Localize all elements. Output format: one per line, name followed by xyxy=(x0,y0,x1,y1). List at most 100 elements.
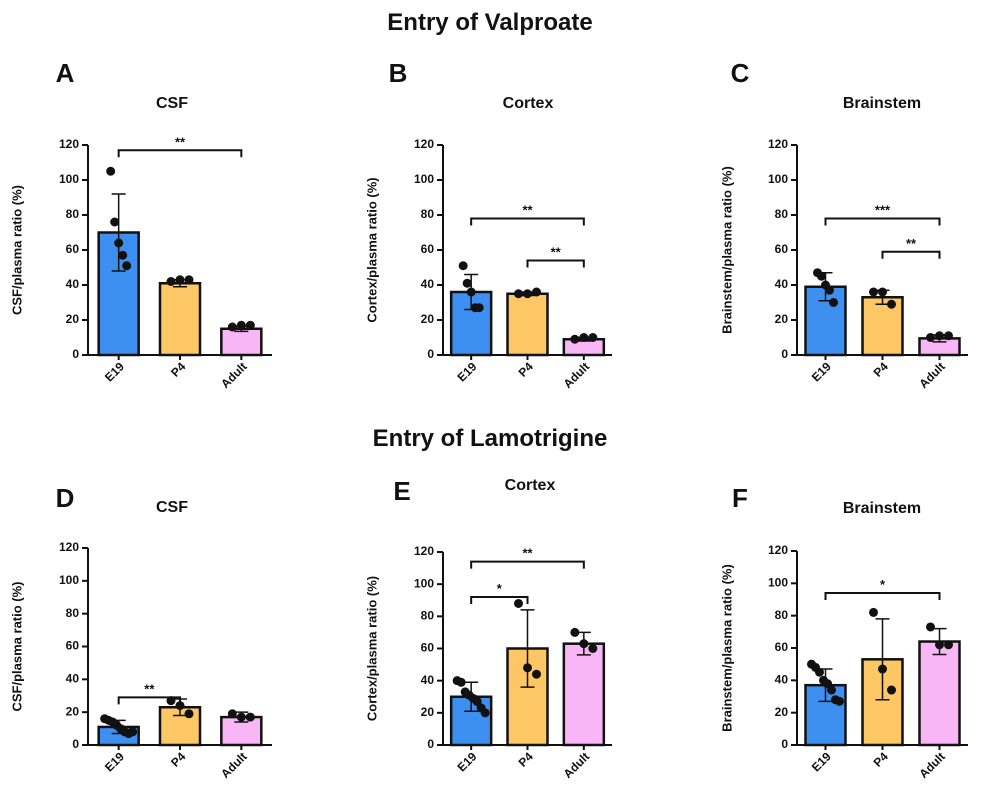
bar xyxy=(861,296,904,357)
y-tick-label: 120 xyxy=(59,540,79,554)
panel-label: A xyxy=(56,58,75,88)
section-heading: Entry of Valproate xyxy=(387,9,592,36)
significance-label: *** xyxy=(875,203,891,218)
y-tick-label: 100 xyxy=(414,172,434,186)
data-point xyxy=(114,238,124,248)
x-tick-label: Adult xyxy=(561,359,593,391)
data-point xyxy=(532,287,541,297)
y-tick-label: 40 xyxy=(775,673,789,687)
data-point xyxy=(458,261,468,271)
data-point xyxy=(227,322,237,332)
significance-label: ** xyxy=(522,203,533,218)
y-tick-label: 60 xyxy=(421,641,435,655)
data-point xyxy=(815,667,824,677)
significance-bracket xyxy=(470,596,529,605)
data-point xyxy=(523,663,532,673)
data-point xyxy=(817,271,826,281)
data-point xyxy=(887,685,896,695)
y-tick-label: 60 xyxy=(66,242,80,256)
x-tick-label: P4 xyxy=(871,749,892,770)
x-tick-label: P4 xyxy=(168,749,189,770)
x-tick-label: Adult xyxy=(218,749,250,781)
data-point xyxy=(245,712,255,722)
chart-title: Cortex xyxy=(503,95,554,112)
y-tick-label: 80 xyxy=(66,207,80,221)
y-axis-label: Cortex/plasma ratio (%) xyxy=(364,576,379,721)
significance-bracket xyxy=(881,250,941,259)
y-tick-label: 0 xyxy=(72,737,79,751)
y-tick-label: 40 xyxy=(421,277,435,291)
panel-label: F xyxy=(732,483,748,513)
axes xyxy=(87,548,272,746)
data-point xyxy=(227,709,237,719)
x-tick-label: E19 xyxy=(455,359,480,384)
data-point xyxy=(184,275,194,285)
data-point xyxy=(128,727,138,737)
x-tick-label: P4 xyxy=(516,359,537,380)
error-bar xyxy=(111,193,126,272)
x-tick-label: E19 xyxy=(102,359,127,384)
axes xyxy=(796,145,968,356)
axes xyxy=(442,145,612,356)
y-tick-label: 20 xyxy=(421,705,435,719)
y-tick-label: 80 xyxy=(775,608,789,622)
y-tick-label: 20 xyxy=(775,705,789,719)
data-point xyxy=(474,303,484,313)
y-tick-label: 80 xyxy=(775,207,789,221)
data-point xyxy=(514,598,523,608)
data-point xyxy=(869,287,878,297)
significance-bracket xyxy=(117,696,181,705)
data-point xyxy=(236,712,246,722)
data-point xyxy=(118,250,128,260)
data-point xyxy=(944,331,953,341)
y-tick-label: 120 xyxy=(59,137,79,151)
x-tick-label: Adult xyxy=(916,359,948,391)
y-tick-label: 20 xyxy=(775,312,789,326)
data-point xyxy=(823,679,832,689)
y-tick-label: 60 xyxy=(775,640,789,654)
data-point xyxy=(466,287,476,297)
y-tick-label: 0 xyxy=(427,737,434,751)
x-tick-label: E19 xyxy=(809,749,834,774)
bar xyxy=(506,292,549,357)
data-point xyxy=(532,669,541,679)
significance-bracket xyxy=(470,560,585,569)
axes xyxy=(442,552,612,746)
significance-bracket xyxy=(470,217,585,226)
data-point xyxy=(588,644,598,653)
chart-title: CSF xyxy=(156,499,188,516)
data-point xyxy=(825,285,834,295)
significance-bracket xyxy=(824,217,941,226)
data-point xyxy=(944,640,953,650)
y-tick-label: 20 xyxy=(421,312,435,326)
data-point xyxy=(175,275,185,285)
y-tick-label: 80 xyxy=(421,609,435,623)
significance-bracket xyxy=(117,149,243,158)
y-tick-label: 60 xyxy=(421,242,435,256)
data-point xyxy=(579,639,589,649)
data-point xyxy=(184,709,194,719)
data-point xyxy=(579,333,589,342)
y-tick-label: 120 xyxy=(414,544,434,558)
data-point xyxy=(462,278,472,288)
significance-label: * xyxy=(497,581,503,596)
bar xyxy=(220,327,263,357)
axes xyxy=(87,145,272,356)
bar xyxy=(562,642,606,747)
y-tick-label: 100 xyxy=(59,573,79,587)
y-axis-label: CSF/plasma ratio (%) xyxy=(9,581,24,711)
data-point xyxy=(887,299,896,309)
panel-label: E xyxy=(393,476,410,506)
data-point xyxy=(456,677,466,687)
y-tick-label: 120 xyxy=(768,137,788,151)
x-tick-label: E19 xyxy=(102,749,127,774)
y-axis-label: Brainstem/plasma ratio (%) xyxy=(719,564,734,732)
y-tick-label: 40 xyxy=(66,672,80,686)
data-point xyxy=(878,287,887,297)
y-tick-label: 40 xyxy=(66,277,80,291)
x-tick-label: Adult xyxy=(218,359,250,391)
chart-title: Brainstem xyxy=(843,500,921,517)
significance-label: ** xyxy=(175,134,186,149)
data-point xyxy=(869,607,878,617)
